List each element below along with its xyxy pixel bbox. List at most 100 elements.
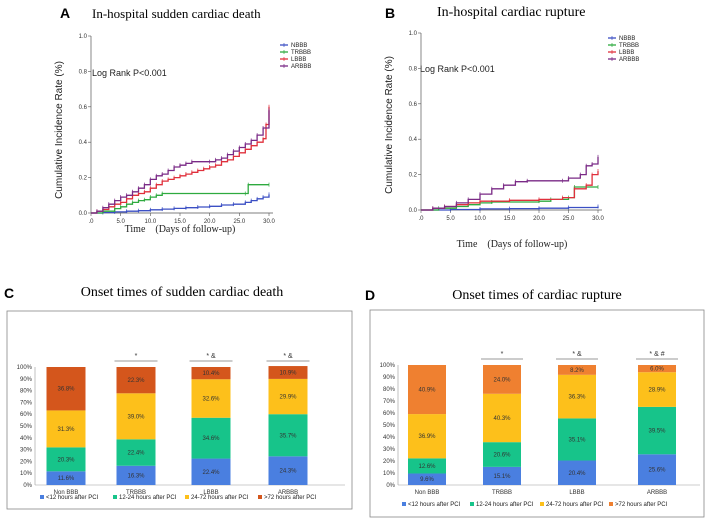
bar-segment bbox=[638, 372, 676, 407]
y-tick-label: 90% bbox=[20, 377, 33, 383]
series-line-arbbb bbox=[421, 156, 599, 211]
series-line-lbbb bbox=[421, 171, 599, 211]
x-tick-label: 20.0 bbox=[533, 216, 545, 222]
bar-segment bbox=[483, 466, 521, 485]
stacked-bar-onset-cardiac-rupture: Onset times of cardiac rupture 0% 10% 20% 3… bbox=[369, 288, 705, 518]
data-label: 24.3% bbox=[279, 469, 297, 475]
category-label: Non BBB bbox=[54, 490, 79, 496]
legend-label: 12-24 hours after PCI bbox=[476, 502, 534, 508]
data-label: 22.4% bbox=[202, 470, 220, 476]
x-tick-label: .0 bbox=[418, 216, 424, 222]
x-tick-label: 10.0 bbox=[144, 219, 156, 225]
bar-segment bbox=[191, 379, 231, 418]
y-tick-label: 0.0 bbox=[409, 208, 418, 214]
y-tick-label: 100% bbox=[17, 365, 33, 371]
stacked-bar-onset-sudden-cardiac-death: Onset times of sudden cardiac death 0% 10… bbox=[6, 285, 353, 510]
y-tick-label: 20% bbox=[383, 459, 396, 465]
y-tick-label: 0.2 bbox=[79, 176, 88, 182]
y-tick-label: 20% bbox=[20, 459, 33, 465]
x-tick-label: 30.0 bbox=[263, 219, 275, 225]
legend-swatch bbox=[402, 502, 406, 506]
y-tick-label: 0.6 bbox=[79, 105, 88, 111]
legend-swatch bbox=[113, 495, 117, 499]
bar-segment bbox=[191, 458, 231, 485]
bar-segment bbox=[116, 465, 156, 485]
data-label: 20.6% bbox=[493, 453, 511, 459]
panel-letter-b: B bbox=[385, 5, 395, 21]
category-label: Non BBB bbox=[415, 490, 440, 496]
x-tick-label: 30.0 bbox=[592, 216, 604, 222]
bar-segment bbox=[46, 447, 86, 472]
bar-segment bbox=[191, 417, 231, 459]
data-label: 10.9% bbox=[279, 370, 297, 376]
y-tick-label: 0.2 bbox=[409, 173, 418, 179]
x-tick-label: 10.0 bbox=[474, 216, 486, 222]
category-label: LBBB bbox=[569, 490, 584, 496]
x-tick-label: 20.0 bbox=[204, 219, 216, 225]
y-tick-label: 0.6 bbox=[409, 102, 418, 108]
data-label: 15.1% bbox=[493, 474, 511, 480]
data-label: 39.5% bbox=[648, 429, 666, 435]
bar-segment bbox=[483, 442, 521, 467]
y-tick-label: 1.0 bbox=[409, 31, 418, 37]
category-label: ARBBB bbox=[647, 490, 667, 496]
data-label: 36.8% bbox=[57, 387, 75, 393]
legend-swatch bbox=[540, 502, 544, 506]
bar-segment bbox=[408, 365, 446, 415]
bar-segment bbox=[408, 458, 446, 474]
y-tick-label: 100% bbox=[380, 363, 396, 369]
category-label: ARBBB bbox=[278, 490, 298, 496]
legend-swatch bbox=[258, 495, 262, 499]
y-tick-label: 40% bbox=[20, 436, 33, 442]
bar-segment bbox=[638, 454, 676, 485]
legend-swatch bbox=[470, 502, 474, 506]
panel-letter-d: D bbox=[365, 287, 375, 303]
data-label: 34.6% bbox=[202, 436, 220, 442]
bar-segment bbox=[191, 367, 231, 380]
y-tick-label: 50% bbox=[383, 423, 396, 429]
y-tick-label: 0.4 bbox=[79, 140, 88, 146]
bar-segment bbox=[408, 414, 446, 459]
y-axis-label: Cumulative Incidence Rate (%) bbox=[54, 61, 65, 199]
legend-swatch bbox=[40, 495, 44, 499]
data-label: 35.1% bbox=[568, 437, 586, 443]
bar-segment bbox=[116, 393, 156, 440]
x-tick-label: 25.0 bbox=[563, 216, 575, 222]
significance-marker: * & bbox=[206, 353, 216, 360]
data-label: 40.3% bbox=[493, 416, 511, 422]
y-tick-label: 0.0 bbox=[79, 211, 88, 217]
category-label: TRBBB bbox=[492, 490, 512, 496]
y-tick-label: 70% bbox=[383, 399, 396, 405]
panel-letter-c: C bbox=[4, 285, 14, 301]
significance-marker: * & bbox=[572, 351, 582, 358]
significance-marker: * & # bbox=[649, 351, 664, 358]
legend-label: <12 hours after PCI bbox=[46, 495, 99, 501]
chart-frame bbox=[369, 309, 705, 518]
data-label: 6.0% bbox=[650, 367, 664, 373]
data-label: 8.2% bbox=[570, 368, 584, 374]
data-label: 25.6% bbox=[648, 468, 666, 474]
bar-segment bbox=[116, 439, 156, 466]
bar-segment bbox=[116, 367, 156, 394]
x-tick-label: 25.0 bbox=[233, 219, 245, 225]
data-label: 32.6% bbox=[202, 397, 220, 403]
y-tick-label: 90% bbox=[383, 375, 396, 381]
category-label: LBBB bbox=[203, 490, 218, 496]
chart-title: In-hospital sudden cardiac death bbox=[92, 6, 261, 21]
data-label: 10.4% bbox=[202, 371, 220, 377]
significance-marker: * & bbox=[283, 353, 293, 360]
bar-segment bbox=[558, 418, 596, 461]
data-label: 11.6% bbox=[58, 476, 75, 482]
x-axis-label: Time (Days of follow-up) bbox=[125, 224, 236, 235]
series-line-lbbb bbox=[91, 106, 270, 214]
legend-label: NBBB bbox=[619, 36, 635, 42]
x-tick-label: 5.0 bbox=[116, 219, 125, 225]
bar-segment bbox=[268, 414, 308, 457]
y-tick-label: 0.8 bbox=[79, 69, 88, 75]
x-axis-label: Time (Days of follow-up) bbox=[457, 239, 568, 250]
legend-label: TRBBB bbox=[291, 50, 311, 56]
legend-swatch bbox=[185, 495, 189, 499]
data-label: 36.9% bbox=[418, 434, 436, 440]
data-label: 20.4% bbox=[568, 471, 586, 477]
y-tick-label: 50% bbox=[20, 424, 33, 430]
